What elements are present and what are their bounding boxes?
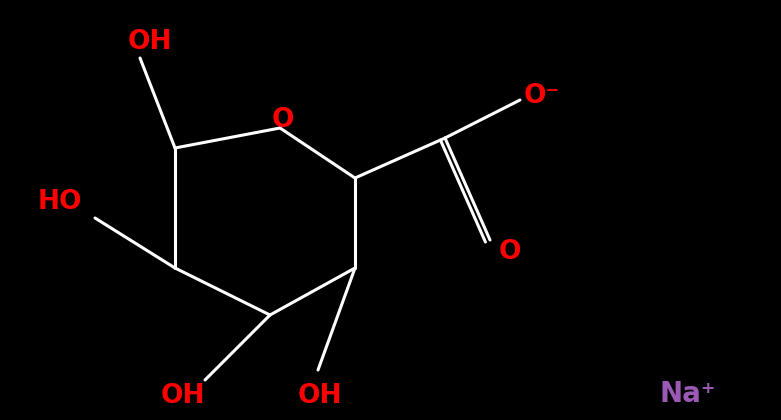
Text: HO: HO xyxy=(37,189,82,215)
Text: Na⁺: Na⁺ xyxy=(660,380,716,408)
Text: O⁻: O⁻ xyxy=(524,83,560,109)
Text: OH: OH xyxy=(161,383,205,409)
Text: O: O xyxy=(272,107,294,133)
Text: OH: OH xyxy=(128,29,173,55)
Text: OH: OH xyxy=(298,383,342,409)
Text: O: O xyxy=(499,239,521,265)
